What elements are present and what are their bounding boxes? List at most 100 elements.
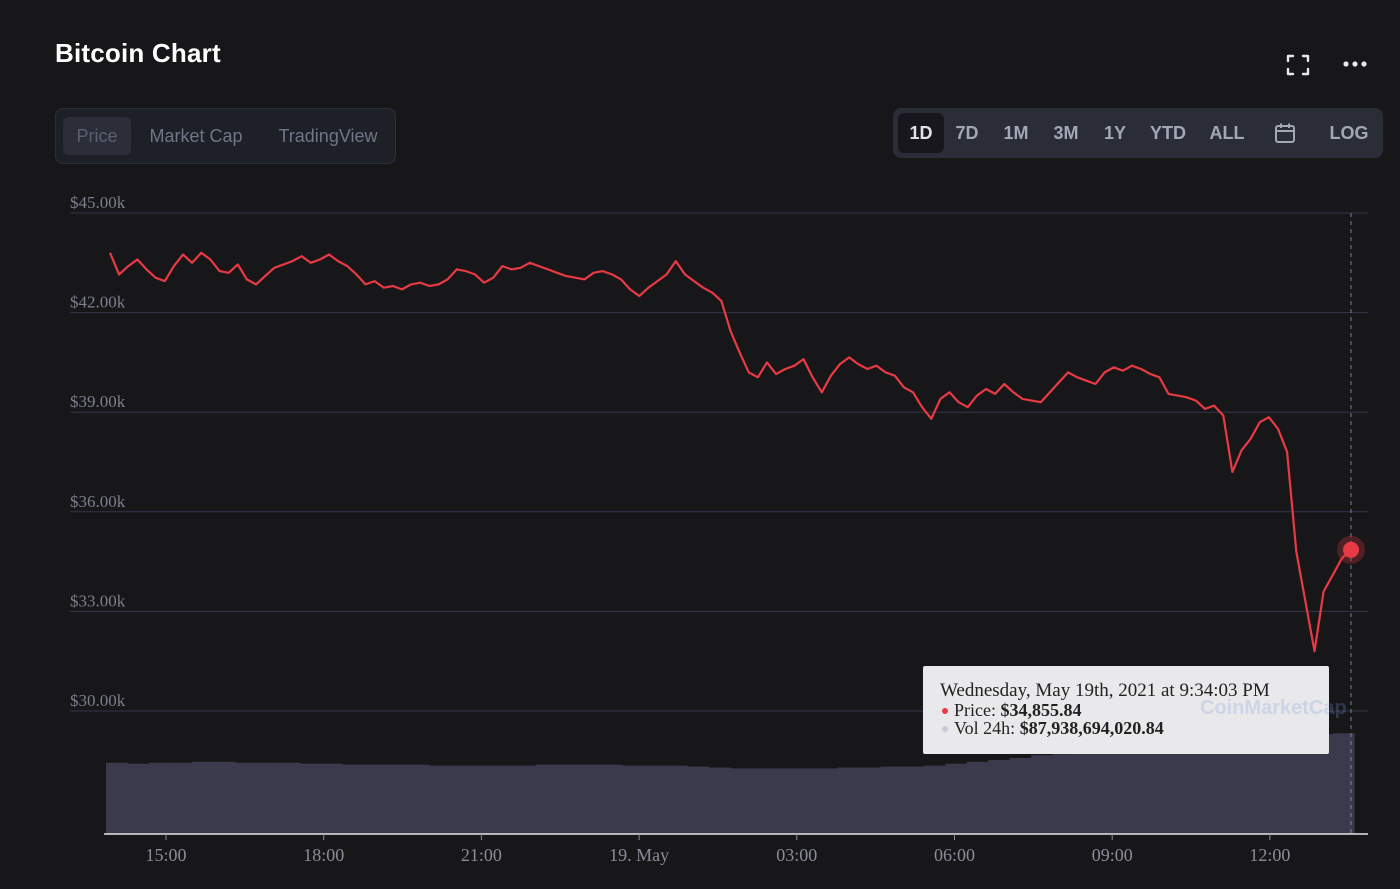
volume-bar [837,767,860,834]
volume-bars [106,733,1355,834]
tooltip-price-label: Price: [954,700,996,720]
volume-bar [364,764,387,834]
volume-bar [751,768,774,834]
tooltip-price-value: $34,855.84 [1000,700,1082,720]
range-7d[interactable]: 7D [955,123,979,143]
y-tick-label: $30.00k [70,691,126,710]
volume-bar [880,766,903,834]
x-tick-label: 15:00 [145,845,186,865]
volume-bar [170,762,193,834]
volume-bar [966,761,989,834]
volume-bar [278,762,301,834]
highlight-marker [1337,535,1365,564]
x-tick-label: 21:00 [461,845,502,865]
volume-bar [471,765,494,834]
volume-bar [1160,744,1183,834]
volume-bar [773,768,796,834]
price-dot-icon [942,707,948,714]
view-tabs: Price Market Cap TradingView [55,108,396,164]
volume-bar [256,762,279,834]
volume-bar [1074,752,1097,834]
y-tick-label: $33.00k [70,591,126,610]
tooltip-vol-value: $87,938,694,020.84 [1019,718,1164,738]
volume-bar [321,763,344,834]
volume-bar [1009,758,1032,834]
tooltip: Wednesday, May 19th, 2021 at 9:34:03 PM … [923,666,1347,754]
y-tick-label: $42.00k [70,293,126,312]
volume-bar [1332,733,1355,834]
volume-bar [407,764,430,834]
volume-bar [622,765,645,834]
volume-bar [945,763,968,834]
x-tick-label: 12:00 [1249,845,1290,865]
volume-bar [106,762,129,834]
volume-bar [1031,755,1054,834]
volume-bar [127,763,150,834]
tab-price[interactable]: Price [63,117,131,155]
volume-bar [385,764,408,834]
volume-bar [450,765,473,834]
volume-bar [1117,748,1140,834]
volume-bar [299,763,322,834]
grid-lines [70,212,1368,712]
y-axis-labels: $45.00k $42.00k $39.00k $36.00k $33.00k $30.0… [70,193,126,710]
log-scale-toggle[interactable]: LOG [1329,123,1369,143]
volume-bar [859,767,882,834]
volume-bar [1289,735,1312,834]
range-tabs: 1D 7D 1M 3M 1Y YTD ALL LOG [893,108,1383,158]
tooltip-date: Wednesday, May 19th, 2021 at 9:34:03 PM [940,680,1270,701]
range-1y[interactable]: 1Y [1103,123,1127,143]
watermark: CoinMarketCap [1200,697,1347,719]
volume-bar [708,767,731,834]
y-tick-label: $39.00k [70,392,126,411]
volume-bar [988,759,1011,834]
volume-bar [514,765,537,834]
range-1m[interactable]: 1M [1003,123,1029,143]
volume-bar [557,764,580,834]
tooltip-vol-label: Vol 24h: [954,718,1016,738]
volume-bar [149,762,172,834]
volume-bar [794,768,817,834]
tab-market-cap[interactable]: Market Cap [149,126,243,146]
expand-icon[interactable] [1284,52,1312,78]
volume-bar [816,768,839,834]
x-tick-label: 06:00 [934,845,975,865]
x-axis-labels: 15:00 18:00 21:00 19. May 03:00 06:00 09:00 12:… [145,834,1290,865]
calendar-icon [1275,123,1295,143]
calendar-button[interactable] [1263,113,1307,153]
volume-bar [686,766,710,834]
volume-bar [1224,740,1248,834]
range-all[interactable]: ALL [1209,123,1245,143]
volume-bar [600,764,624,834]
volume-bar [235,762,258,834]
y-tick-label: $45.00k [70,193,126,212]
volume-bar [342,764,365,834]
more-icon[interactable] [1340,50,1370,76]
volume-bar [428,765,451,834]
range-1d[interactable]: 1D [898,113,944,153]
volume-bar [536,764,559,834]
volume-bar [902,766,925,834]
volume-bar [493,765,516,834]
volume-bar [730,768,753,834]
volume-bar [643,765,667,834]
volume-bar [1138,746,1161,834]
range-3m[interactable]: 3M [1053,123,1079,143]
tab-tradingview[interactable]: TradingView [278,126,378,146]
volume-bar [1095,750,1118,834]
volume-bar [1267,737,1291,834]
volume-bar [923,765,946,834]
volume-bar [192,761,215,834]
x-tick-label: 18:00 [303,845,344,865]
volume-bar [1052,754,1075,834]
x-tick-label: 19. May [609,845,669,865]
range-ytd[interactable]: YTD [1150,123,1186,143]
y-tick-label: $36.00k [70,492,126,511]
volume-bar [1181,742,1204,834]
x-tick-label: 03:00 [776,845,817,865]
volume-dot-icon [942,725,948,732]
marker-dot [1343,541,1359,558]
volume-bar [213,761,236,834]
volume-bar [665,765,688,834]
